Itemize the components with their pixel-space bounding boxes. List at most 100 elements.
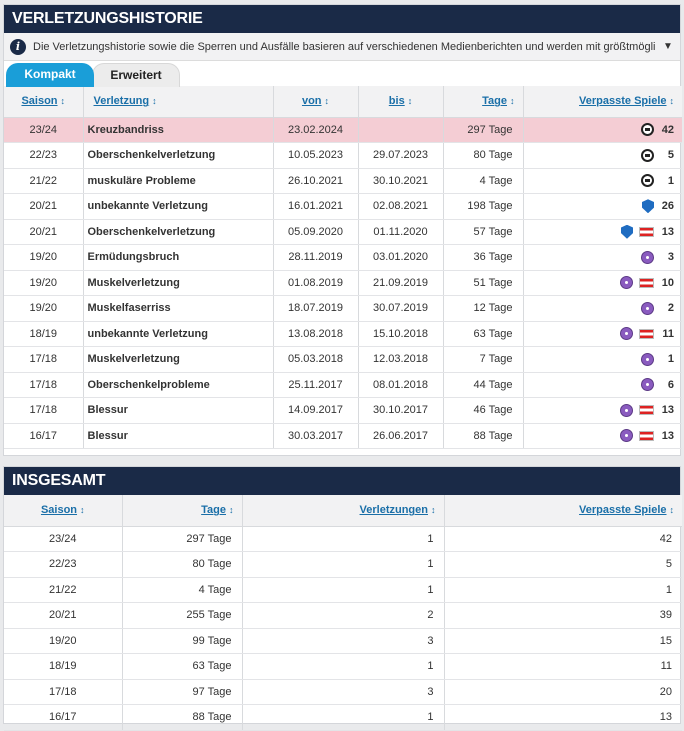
clubs-games: 26 xyxy=(530,199,674,214)
austria-flag-icon[interactable] xyxy=(639,226,654,237)
austria-wien-logo-icon[interactable] xyxy=(641,352,654,366)
austria-wien-logo-icon[interactable] xyxy=(641,250,654,264)
injuries-count-cell: 1 xyxy=(242,577,445,603)
from-date-cell: 25.11.2017 xyxy=(273,372,359,398)
days-cell: 46 Tage xyxy=(443,397,524,424)
injury-row: 17/18 Oberschenkelprobleme 25.11.2017 08.01… xyxy=(4,372,682,398)
season-cell: 21/22 xyxy=(4,577,123,603)
missed-games-cell: 39 xyxy=(444,602,682,629)
injuries-count-cell: 3 xyxy=(242,679,445,705)
to-date-cell: 15.10.2018 xyxy=(358,321,444,347)
totals-sort-verletzungen-header[interactable]: Verletzungen ↕ xyxy=(242,495,445,527)
tab-erweitert[interactable]: Erweitert xyxy=(92,63,180,87)
injury-table: Saison ↕ Verletzung ↕ von ↕ bis ↕ Tage ↕ Verp… xyxy=(4,86,682,449)
days-cell: 80 Tage xyxy=(122,551,243,578)
austria-wien-logo-icon[interactable] xyxy=(620,403,633,417)
from-date-cell: 30.03.2017 xyxy=(273,423,359,449)
missed-games-count: 26 xyxy=(661,200,674,213)
tsg-hoffenheim-logo-icon[interactable] xyxy=(621,224,633,239)
clubs-games: 13 xyxy=(530,224,674,239)
injury-table-header: Saison ↕ Verletzung ↕ von ↕ bis ↕ Tage ↕ Verp… xyxy=(4,86,682,118)
austria-wien-logo-icon[interactable] xyxy=(641,301,654,315)
missed-games-cell: 11 xyxy=(444,653,682,680)
tab-kompakt[interactable]: Kompakt xyxy=(6,63,94,87)
season-cell: 19/20 xyxy=(4,295,84,322)
sort-arrows-icon: ↕ xyxy=(80,505,85,516)
austria-flag-icon[interactable] xyxy=(639,430,654,441)
sort-von-header[interactable]: von ↕ xyxy=(273,86,359,118)
days-cell: 80 Tage xyxy=(443,142,524,169)
days-cell: 63 Tage xyxy=(122,653,243,680)
days-cell: 44 Tage xyxy=(443,372,524,398)
injury-cell: Ermüdungsbruch xyxy=(83,244,274,271)
missed-games-cell: 1 xyxy=(523,346,682,373)
clubs-games: 1 xyxy=(530,352,674,366)
missed-games-count: 6 xyxy=(667,378,674,391)
days-cell: 97 Tage xyxy=(122,679,243,705)
rb-leipzig-logo-icon[interactable] xyxy=(641,123,654,137)
chevron-down-icon[interactable]: ▼ xyxy=(663,41,673,52)
missed-games-cell: 13 xyxy=(523,397,682,424)
injury-row: 20/21 unbekannte Verletzung 16.01.2021 02.0… xyxy=(4,193,682,220)
missed-games-cell: 13 xyxy=(523,219,682,245)
to-date-cell xyxy=(358,117,444,143)
info-bar[interactable]: i Die Verletzungshistorie sowie die Sper… xyxy=(4,33,680,61)
austria-flag-icon[interactable] xyxy=(639,405,654,416)
totals-sort-saison-header[interactable]: Saison ↕ xyxy=(4,495,123,527)
from-date-cell: 14.09.2017 xyxy=(273,397,359,424)
injury-row: 22/23 Oberschenkelverletzung 10.05.2023 29.… xyxy=(4,142,682,169)
sort-tage-header[interactable]: Tage ↕ xyxy=(443,86,524,118)
missed-games-count: 3 xyxy=(667,251,674,264)
injury-cell: Blessur xyxy=(83,397,274,424)
tsg-hoffenheim-logo-icon[interactable] xyxy=(642,199,654,214)
season-cell: 17/18 xyxy=(4,372,84,398)
austria-flag-icon[interactable] xyxy=(639,277,654,288)
days-cell: 88 Tage xyxy=(443,423,524,449)
to-date-cell: 01.11.2020 xyxy=(358,219,444,245)
info-icon: i xyxy=(10,38,26,55)
from-date-cell: 10.05.2023 xyxy=(273,142,359,169)
missed-games-count: 11 xyxy=(662,327,674,340)
austria-wien-logo-icon[interactable] xyxy=(620,429,633,443)
missed-games-cell: 26 xyxy=(523,193,682,220)
missed-games-count: 2 xyxy=(667,302,674,315)
injury-cell: Kreuzbandriss xyxy=(83,117,274,143)
to-date-cell: 08.01.2018 xyxy=(358,372,444,398)
sort-arrows-icon: ↕ xyxy=(60,96,66,107)
days-cell: 36 Tage xyxy=(443,244,524,271)
missed-games-count: 10 xyxy=(661,276,674,289)
missed-games-cell: 13 xyxy=(523,423,682,449)
season-cell: 22/23 xyxy=(4,551,123,578)
totals-sort-verpasste-spiele-header[interactable]: Verpasste Spiele ↕ xyxy=(444,495,682,527)
injuries-count-cell: 1 xyxy=(242,526,445,552)
sort-arrows-icon: ↕ xyxy=(510,96,515,107)
austria-wien-logo-icon[interactable] xyxy=(620,327,633,341)
injury-row: 16/17 Blessur 30.03.2017 26.06.2017 88 Tage 1… xyxy=(4,423,682,449)
rb-leipzig-logo-icon[interactable] xyxy=(641,148,654,162)
totals-table: Saison ↕ Tage ↕ Verletzungen ↕ Verpasste Sp… xyxy=(4,495,682,731)
clubs-games: 10 xyxy=(530,276,674,290)
rb-leipzig-logo-icon[interactable] xyxy=(641,174,654,188)
austria-wien-logo-icon[interactable] xyxy=(620,276,633,290)
totals-sort-tage-header[interactable]: Tage ↕ xyxy=(122,495,243,527)
totals-row: 17/18 97 Tage 3 20 xyxy=(4,679,682,705)
austria-flag-icon[interactable] xyxy=(639,328,654,339)
injury-cell: unbekannte Verletzung xyxy=(83,193,274,220)
missed-games-count: 42 xyxy=(661,123,674,136)
injury-cell: Muskelverletzung xyxy=(83,270,274,296)
clubs-games: 13 xyxy=(530,403,674,417)
from-date-cell: 18.07.2019 xyxy=(273,295,359,322)
totals-row: 16/17 88 Tage 1 13 xyxy=(4,704,682,731)
days-cell: 297 Tage xyxy=(443,117,524,143)
sort-saison-header[interactable]: Saison ↕ xyxy=(4,86,84,118)
austria-wien-logo-icon[interactable] xyxy=(641,378,654,392)
sort-verletzung-header[interactable]: Verletzung ↕ xyxy=(83,86,274,118)
missed-games-cell: 20 xyxy=(444,679,682,705)
missed-games-cell: 42 xyxy=(444,526,682,552)
injury-cell: Blessur xyxy=(83,423,274,449)
sort-bis-header[interactable]: bis ↕ xyxy=(358,86,444,118)
sort-verpasste-spiele-header[interactable]: Verpasste Spiele ↕ xyxy=(523,86,682,118)
missed-games-count: 1 xyxy=(667,174,674,187)
season-cell: 17/18 xyxy=(4,397,84,424)
clubs-games: 13 xyxy=(530,429,674,443)
